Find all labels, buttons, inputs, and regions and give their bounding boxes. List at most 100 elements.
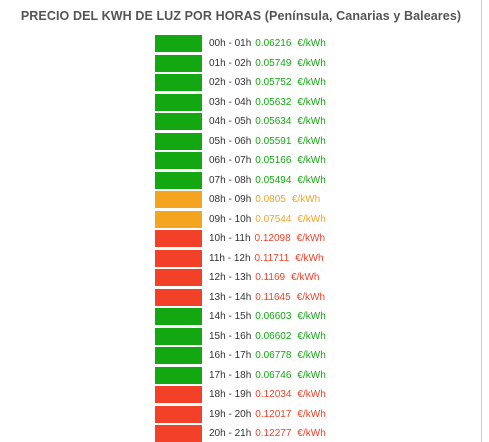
list-item: 04h - 05h 0.05634 €/kWh <box>155 112 475 132</box>
price-unit: €/kWh <box>297 174 326 186</box>
hour-range-label: 12h - 13h <box>209 272 252 284</box>
price-unit: €/kWh <box>297 330 326 342</box>
price-level-bar <box>155 269 202 287</box>
hour-range-label: 01h - 02h <box>209 57 252 69</box>
price-value: 0.05752 <box>255 77 292 89</box>
price-level-bar <box>155 74 202 92</box>
price-unit: €/kWh <box>297 116 326 128</box>
list-item: 02h - 03h 0.05752 €/kWh <box>155 73 475 93</box>
price-level-bar <box>155 288 202 306</box>
price-unit: €/kWh <box>297 38 326 50</box>
price-unit: €/kWh <box>297 213 326 225</box>
price-value: 0.12034 <box>255 389 292 401</box>
price-level-bar <box>155 347 202 365</box>
price-value: 0.0805 <box>255 194 286 206</box>
price-value: 0.11711 <box>254 252 290 264</box>
list-item: 14h - 15h 0.06603 €/kWh <box>155 307 475 327</box>
price-unit: €/kWh <box>297 428 326 440</box>
list-item: 00h - 01h 0.06216 €/kWh <box>155 34 475 54</box>
price-value: 0.1169 <box>255 272 286 284</box>
price-level-bar <box>155 191 202 209</box>
page-title: PRECIO DEL KWH DE LUZ POR HORAS (Penínsu… <box>20 9 462 23</box>
price-unit: €/kWh <box>297 350 326 362</box>
price-unit: €/kWh <box>297 389 326 401</box>
hour-range-label: 08h - 09h <box>209 194 252 206</box>
hour-range-label: 13h - 14h <box>209 291 252 303</box>
price-level-bar <box>155 249 202 267</box>
list-item: 06h - 07h 0.05166 €/kWh <box>155 151 475 171</box>
price-value: 0.06778 <box>255 350 292 362</box>
list-item: 17h - 18h 0.06746 €/kWh <box>155 366 475 386</box>
price-unit: €/kWh <box>296 233 326 245</box>
list-item: 18h - 19h 0.12034 €/kWh <box>155 385 475 405</box>
price-value: 0.12098 <box>254 233 291 245</box>
price-level-bar <box>155 54 202 72</box>
list-item: 16h - 17h 0.06778 €/kWh <box>155 346 475 366</box>
price-value: 0.06746 <box>255 369 292 381</box>
list-item: 08h - 09h 0.0805 €/kWh <box>155 190 475 210</box>
hour-range-label: 14h - 15h <box>209 311 252 323</box>
hour-range-label: 16h - 17h <box>209 350 252 362</box>
list-item: 03h - 04h 0.05632 €/kWh <box>155 93 475 113</box>
price-value: 0.06603 <box>255 311 292 323</box>
price-unit: €/kWh <box>297 57 326 69</box>
price-level-bar <box>155 171 202 189</box>
price-value: 0.12277 <box>255 428 292 440</box>
price-level-bar <box>155 93 202 111</box>
list-item: 09h - 10h 0.07544 €/kWh <box>155 210 475 230</box>
price-value: 0.05591 <box>255 135 292 147</box>
hour-range-label: 19h - 20h <box>209 408 252 420</box>
price-unit: €/kWh <box>297 135 326 147</box>
list-item: 07h - 08h 0.05494 €/kWh <box>155 171 475 191</box>
price-unit: €/kWh <box>297 155 326 167</box>
price-unit: €/kWh <box>291 272 320 284</box>
price-unit: €/kWh <box>297 369 326 381</box>
list-item: 10h - 11h 0.12098 €/kWh <box>155 229 475 249</box>
price-value: 0.05634 <box>255 116 292 128</box>
list-item: 15h - 16h 0.06602 €/kWh <box>155 327 475 347</box>
hour-range-label: 17h - 18h <box>209 369 252 381</box>
price-value: 0.06602 <box>255 330 292 342</box>
list-item: 01h - 02h 0.05749 €/kWh <box>155 54 475 74</box>
hour-range-label: 05h - 06h <box>209 135 252 147</box>
price-value: 0.05494 <box>255 174 292 186</box>
price-value: 0.05632 <box>255 96 292 108</box>
price-unit: €/kWh <box>297 77 326 89</box>
price-level-bar <box>155 132 202 150</box>
list-item: 05h - 06h 0.05591 €/kWh <box>155 132 475 152</box>
hour-range-label: 00h - 01h <box>209 38 252 50</box>
hour-range-label: 20h - 21h <box>209 428 252 440</box>
price-value: 0.05749 <box>255 57 292 69</box>
hour-range-label: 11h - 12h <box>209 252 251 264</box>
hour-range-label: 06h - 07h <box>209 155 252 167</box>
hour-range-label: 09h - 10h <box>209 213 252 225</box>
price-list: 00h - 01h 0.06216 €/kWh 01h - 02h 0.05749 €/k… <box>155 34 475 442</box>
price-unit: €/kWh <box>296 291 326 303</box>
hour-range-label: 02h - 03h <box>209 77 252 89</box>
list-item: 19h - 20h 0.12017 €/kWh <box>155 405 475 425</box>
price-level-bar <box>155 308 202 326</box>
price-unit: €/kWh <box>297 408 326 420</box>
price-level-bar <box>155 230 202 248</box>
price-level-bar <box>155 366 202 384</box>
list-item: 12h - 13h 0.1169 €/kWh <box>155 268 475 288</box>
price-value: 0.07544 <box>255 213 292 225</box>
price-level-bar <box>155 405 202 423</box>
price-level-bar <box>155 210 202 228</box>
price-level-bar <box>155 113 202 131</box>
price-value: 0.05166 <box>255 155 292 167</box>
price-unit: €/kWh <box>297 311 326 323</box>
list-item: 11h - 12h 0.11711 €/kWh <box>155 249 475 269</box>
price-unit: €/kWh <box>297 96 326 108</box>
list-item: 20h - 21h 0.12277 €/kWh <box>155 424 475 442</box>
hour-range-label: 07h - 08h <box>209 174 252 186</box>
hour-range-label: 04h - 05h <box>209 116 252 128</box>
price-level-bar <box>155 425 202 442</box>
price-value: 0.12017 <box>255 408 292 420</box>
price-unit: €/kWh <box>295 252 324 264</box>
price-level-bar <box>155 35 202 53</box>
hour-range-label: 10h - 11h <box>209 233 251 245</box>
list-item: 13h - 14h 0.11645 €/kWh <box>155 288 475 308</box>
price-level-bar <box>155 386 202 404</box>
